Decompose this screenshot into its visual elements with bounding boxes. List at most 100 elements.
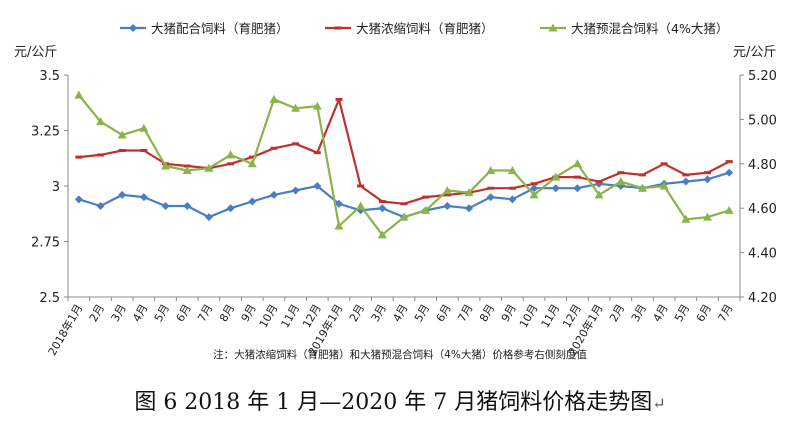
legend-marker: [129, 24, 137, 32]
data-point-marker: [74, 195, 83, 204]
x-tick-label: 9月: [499, 302, 519, 324]
data-point-marker: [270, 146, 278, 150]
x-tick-label: 3月: [629, 302, 649, 324]
x-tick-label: 5月: [672, 302, 692, 324]
data-point-marker: [551, 184, 560, 193]
caption-text: 图 6 2018 年 1 月—2020 年 7 月猪饲料价格走势图: [134, 390, 653, 415]
data-point-marker: [529, 190, 539, 199]
data-point-marker: [681, 214, 691, 223]
data-point-marker: [659, 181, 669, 190]
x-tick-label: 4月: [130, 302, 150, 324]
data-point-marker: [313, 151, 321, 155]
data-point-marker: [508, 195, 517, 204]
data-point-marker: [248, 155, 256, 159]
left-tick-label: 3.5: [39, 69, 60, 84]
data-point-marker: [725, 168, 734, 177]
data-point-marker: [291, 103, 301, 112]
x-tick-label: 6月: [694, 302, 714, 324]
left-tick-label: 3: [52, 180, 60, 195]
data-point-marker: [464, 188, 474, 197]
data-point-marker: [139, 193, 148, 202]
right-tick-label: 5.00: [748, 113, 777, 128]
data-point-marker: [140, 148, 148, 152]
legend-label-1: 大猪配合饲料（育肥猪）: [151, 21, 289, 36]
data-point-marker: [292, 142, 300, 146]
legend-marker: [548, 23, 558, 32]
data-point-marker: [204, 163, 214, 172]
right-tick-label: 5.20: [748, 69, 777, 84]
right-axis-unit-label: 元/公斤: [733, 45, 776, 60]
data-point-marker: [334, 221, 344, 230]
return-mark-icon: ↵: [652, 394, 666, 413]
x-tick-label: 5月: [412, 302, 432, 324]
x-tick-label: 2月: [87, 302, 107, 324]
data-point-marker: [247, 159, 257, 168]
data-point-marker: [616, 177, 626, 186]
x-tick-label: 7月: [455, 302, 475, 324]
left-tick-label: 3.25: [31, 125, 60, 140]
data-point-marker: [226, 204, 235, 213]
data-point-marker: [486, 165, 496, 174]
x-tick-label: 10月: [517, 302, 541, 330]
data-point-marker: [530, 182, 538, 186]
x-tick-label: 2月: [347, 302, 367, 324]
data-point-marker: [335, 97, 343, 101]
data-point-marker: [487, 186, 495, 190]
data-point-marker: [572, 159, 582, 168]
data-point-marker: [595, 180, 603, 184]
x-tick-label: 10月: [257, 302, 281, 330]
data-point-marker: [703, 171, 711, 175]
data-point-marker: [465, 204, 474, 213]
data-point-marker: [356, 201, 366, 210]
data-point-marker: [269, 94, 279, 103]
data-point-marker: [724, 205, 734, 214]
legend-label-2: 大猪浓缩饲料（育肥猪）: [356, 21, 494, 36]
legend-marker: [334, 26, 342, 30]
data-point-marker: [682, 173, 690, 177]
data-point-marker: [227, 162, 235, 166]
chart-note: 注：大猪浓缩饲料（育肥猪）和大猪预混合饲料（4%大猪）价格参考右侧刻度值: [213, 348, 587, 361]
data-point-marker: [725, 160, 733, 164]
data-point-marker: [183, 201, 192, 210]
data-point-marker: [530, 184, 539, 193]
x-tick-label: 11月: [278, 302, 302, 330]
left-axis-unit-label: 元/公斤: [14, 45, 57, 60]
data-point-marker: [421, 205, 431, 214]
data-point-marker: [96, 201, 105, 210]
data-point-marker: [161, 201, 170, 210]
data-point-marker: [637, 183, 647, 192]
figure-caption: 图 6 2018 年 1 月—2020 年 7 月猪饲料价格走势图↵: [0, 384, 800, 416]
data-point-marker: [703, 175, 712, 184]
legend-label-3: 大猪预混合饲料（4%大猪）: [571, 21, 728, 36]
data-point-marker: [443, 201, 452, 210]
data-point-marker: [118, 190, 127, 199]
data-point-marker: [139, 123, 149, 132]
data-point-marker: [573, 175, 581, 179]
data-point-marker: [378, 200, 386, 204]
x-tick-label: 6月: [434, 302, 454, 324]
data-point-marker: [96, 117, 106, 126]
data-point-marker: [573, 184, 582, 193]
data-point-marker: [74, 90, 84, 99]
x-tick-label: 8月: [477, 302, 497, 324]
data-point-marker: [313, 182, 322, 190]
data-point-marker: [681, 177, 690, 186]
data-point-marker: [248, 197, 257, 206]
data-point-marker: [226, 150, 236, 159]
data-point-marker: [97, 153, 105, 157]
x-tick-label: 4月: [650, 302, 670, 324]
right-tick-label: 4.80: [748, 158, 777, 173]
data-point-marker: [117, 130, 127, 139]
data-point-marker: [507, 165, 517, 174]
x-tick-label: 11月: [539, 302, 563, 330]
x-tick-label: 7月: [195, 302, 215, 324]
right-tick-label: 4.40: [748, 247, 777, 262]
x-tick-label: 4月: [390, 302, 410, 324]
x-tick-label: 2月: [607, 302, 627, 324]
data-point-marker: [702, 212, 712, 221]
data-point-marker: [594, 190, 604, 199]
data-point-marker: [312, 101, 322, 110]
x-tick-label: 8月: [217, 302, 237, 324]
data-point-marker: [443, 193, 451, 197]
